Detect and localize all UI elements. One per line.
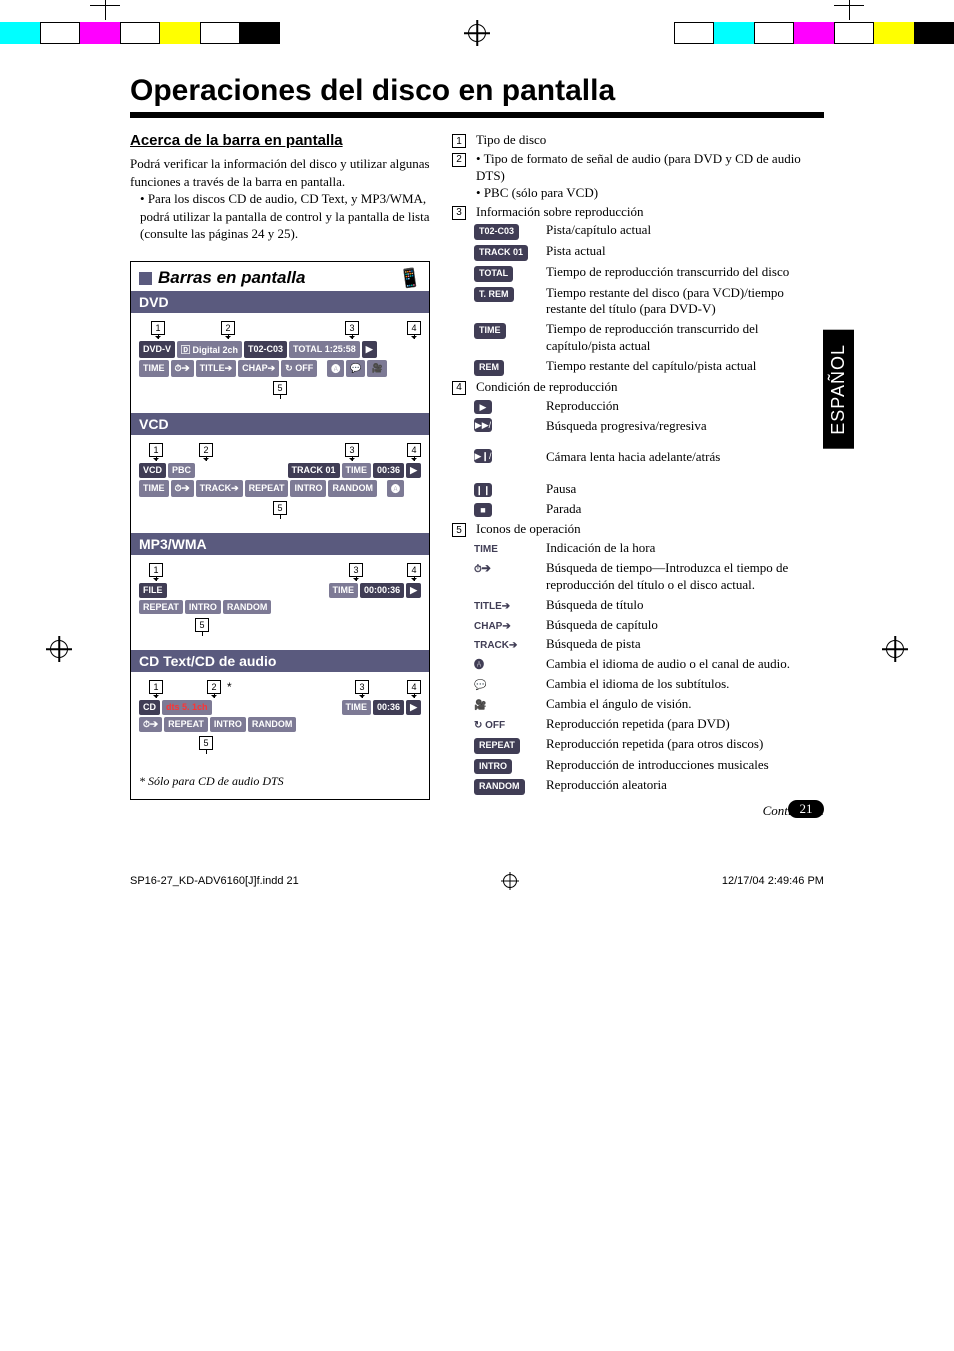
cd-time: 00:36 [373, 700, 404, 715]
repeat: REPEAT [245, 480, 289, 497]
footer-timestamp: 12/17/04 2:49:46 PM [722, 875, 824, 887]
audio-lang-icon: 🅐 [387, 480, 404, 497]
track-search: TRACK➔ [196, 480, 243, 497]
angle-icon: 🎥 [367, 360, 386, 377]
intro: INTRO [210, 717, 246, 732]
dts-footnote: * Sólo para CD de audio DTS [131, 768, 429, 799]
onscreen-bars-panel: Barras en pantalla 📱 DVD 1 2 3 4 [130, 261, 430, 800]
vcd-head: VCD [131, 413, 429, 435]
play-icon: ▶ [362, 341, 377, 358]
dvd-time: TIME [139, 360, 169, 377]
print-target-left [50, 640, 68, 658]
vcd-disc-type: VCD [139, 463, 166, 478]
vcd-time: 00:36 [373, 463, 404, 478]
vcd-pbc: PBC [168, 463, 195, 478]
legend-item: 🅐Cambia el idioma de audio o el canal de… [474, 656, 824, 673]
dvd-head: DVD [131, 291, 429, 313]
footer-reg-icon [503, 874, 517, 888]
mp3-time-label: TIME [329, 583, 359, 598]
page-title: Operaciones del disco en pantalla [130, 74, 824, 108]
print-registration-top [0, 0, 954, 66]
panel-bullet-icon [139, 272, 152, 285]
mp3-file: FILE [139, 583, 167, 598]
legend-item: INTROReproducción de introducciones musi… [474, 757, 824, 775]
legend-item: ■Parada [474, 501, 824, 518]
audio-lang-icon: 🅐 [327, 360, 344, 377]
random: RANDOM [328, 480, 377, 497]
time-search-icon: ⏱➔ [139, 717, 162, 732]
legend-item: CHAP➔Búsqueda de capítulo [474, 617, 824, 634]
legend-1-icon: 1 [452, 134, 466, 148]
legend-item: ▶Reproducción [474, 398, 824, 415]
time-search-icon: ⏱➔ [171, 360, 194, 377]
title-search: TITLE➔ [196, 360, 237, 377]
legend-item: TIMETiempo de reproducción transcurrido … [474, 321, 824, 355]
repeat-off: ↻ OFF [281, 360, 317, 377]
cd-dts: dts 5. 1ch [162, 700, 212, 715]
section-subhead: Acerca de la barra en pantalla [130, 132, 430, 149]
remote-icon: 📱 [397, 266, 422, 290]
legend-item: TIMEIndicación de la hora [474, 540, 824, 557]
random: RANDOM [248, 717, 297, 732]
legend-item: T02-C03Pista/capítulo actual [474, 222, 824, 240]
legend-item: REPEATReproducción repetida (para otros … [474, 736, 824, 754]
legend-5: Iconos de operación [476, 521, 824, 538]
legend-5-icon: 5 [452, 523, 466, 537]
play-icon: ▶ [406, 700, 421, 715]
legend-item: ↻ OFFReproducción repetida (para DVD) [474, 716, 824, 733]
legend-item: TRACK 01Pista actual [474, 243, 824, 261]
legend-2a: Tipo de formato de señal de audio (para … [476, 151, 824, 185]
legend-4-icon: 4 [452, 381, 466, 395]
legend-2-icon: 2 [452, 153, 466, 167]
legend-item: TITLE➔Búsqueda de título [474, 597, 824, 614]
legend-item: ⏱➔Búsqueda de tiempo—Introduzca el tiemp… [474, 560, 824, 594]
legend-item: ▶❙/❙◀Cámara lenta hacia adelante/atrás [474, 449, 824, 478]
legend-item: REMTiempo restante del capítulo/pista ac… [474, 358, 824, 376]
vcd-time-label: TIME [139, 480, 169, 497]
language-tab: ESPAÑOL [823, 330, 854, 449]
footer-file: SP16-27_KD-ADV6160[J]f.indd 21 [130, 875, 299, 887]
continue-label: Continúa.... [452, 803, 824, 820]
cdtext-head: CD Text/CD de audio [131, 650, 429, 672]
title-rule [130, 112, 824, 118]
print-target-right [886, 640, 904, 658]
legend-1: Tipo de disco [476, 132, 824, 149]
dvd-title-chapter: T02-C03 [244, 341, 287, 358]
panel-title: Barras en pantalla [158, 268, 305, 288]
play-icon: ▶ [406, 583, 421, 598]
intro-text: Podrá verificar la información del disco… [130, 155, 430, 190]
time-search-icon: ⏱➔ [171, 480, 194, 497]
dvd-audio-format: 🄳 Digital 2ch [177, 341, 242, 358]
legend-4: Condición de reproducción [476, 379, 824, 396]
legend-item: 🎥Cambia el ángulo de visión. [474, 696, 824, 713]
legend-item: ▶▶/◀◀Búsqueda progresiva/regresiva [474, 418, 824, 447]
legend-3-icon: 3 [452, 206, 466, 220]
legend-3: Información sobre reproducción [476, 204, 824, 221]
mp3-head: MP3/WMA [131, 533, 429, 555]
cd-disc-type: CD [139, 700, 160, 715]
intro-bullet: Para los discos CD de audio, CD Text, y … [130, 190, 430, 243]
cd-time-label: TIME [342, 700, 372, 715]
chap-search: CHAP➔ [238, 360, 279, 377]
legend-2b: PBC (sólo para VCD) [476, 185, 824, 202]
vcd-track: TRACK 01 [288, 463, 340, 478]
legend-item: T. REMTiempo restante del disco (para VC… [474, 285, 824, 319]
page-number: 21 [788, 800, 824, 818]
repeat: REPEAT [139, 600, 183, 614]
legend-item: ❙❙Pausa [474, 481, 824, 498]
mp3-time: 00:00:36 [360, 583, 404, 598]
subtitle-icon: 💬 [346, 360, 365, 377]
play-icon: ▶ [406, 463, 421, 478]
repeat: REPEAT [164, 717, 208, 732]
legend-item: TRACK➔Búsqueda de pista [474, 636, 824, 653]
dvd-disc-type: DVD-V [139, 341, 175, 358]
random: RANDOM [223, 600, 272, 614]
legend-item: TOTALTiempo de reproducción transcurrido… [474, 264, 824, 282]
intro: INTRO [290, 480, 326, 497]
legend-item: 💬Cambia el idioma de los subtítulos. [474, 676, 824, 693]
legend-item: RANDOMReproducción aleatoria [474, 777, 824, 795]
print-footer: SP16-27_KD-ADV6160[J]f.indd 21 12/17/04 … [0, 850, 954, 888]
intro: INTRO [185, 600, 221, 614]
